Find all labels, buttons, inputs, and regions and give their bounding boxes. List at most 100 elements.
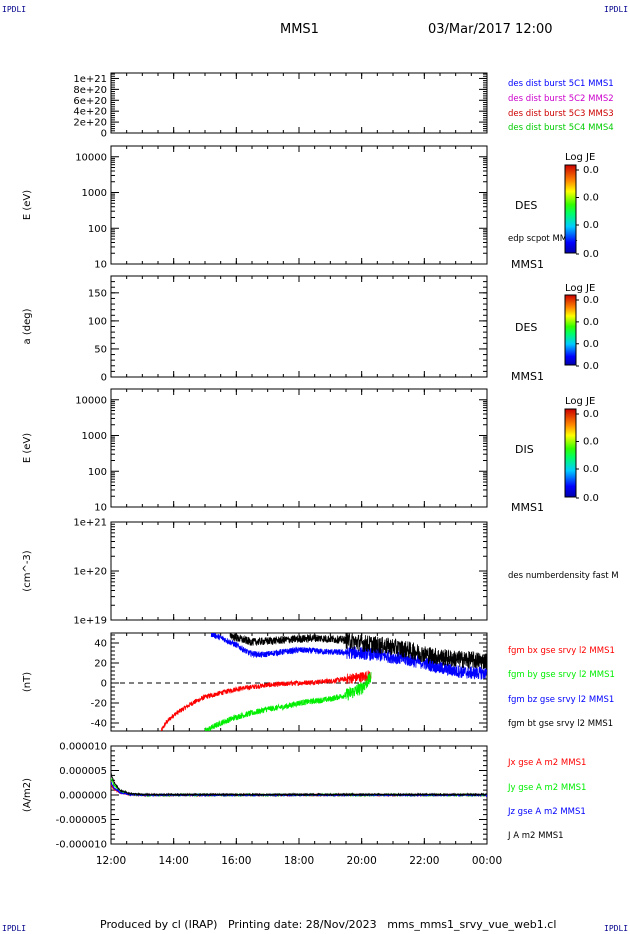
colorbar-label: 0.0: [583, 493, 599, 504]
legend-entry: fgm bt gse srvy l2 MMS1: [508, 719, 613, 729]
xtick-label: 22:00: [409, 855, 439, 867]
legend-entry: des dist burst 5C1 MMS1: [508, 79, 614, 89]
colorbar-label: 0.0: [583, 193, 599, 204]
ytick-label: 1e+20: [73, 567, 107, 578]
colorbar-label: 0.0: [583, 464, 599, 475]
legend-entry: fgm bx gse srvy l2 MMS1: [508, 646, 615, 656]
instrument-label: DIS: [515, 443, 534, 456]
ylabel: (cm^-3): [22, 550, 33, 591]
ytick-label: 6e+20: [73, 96, 107, 107]
ytick-label: 0.000010: [59, 742, 107, 753]
ytick-label: -0.000005: [56, 815, 107, 826]
ytick-label: 1000: [82, 431, 107, 442]
colorbar-label: 0.0: [583, 165, 599, 176]
colorbar-label: 0.0: [583, 295, 599, 306]
colorbar-label: 0.0: [583, 317, 599, 328]
series-bz: [210, 633, 487, 680]
colorbar-title: Log JE: [565, 396, 595, 407]
ytick-label: 10000: [75, 152, 107, 163]
ytick-label: 40: [94, 639, 107, 650]
panel-6: -40 -20 0 20 40 (nT) fgm bx gse srvy l2 MMS1 fg…: [22, 632, 615, 732]
panel-frame: [110, 521, 488, 621]
ytick-label: 1e+21: [73, 518, 107, 529]
spacecraft-label: MMS1: [511, 258, 544, 271]
legend-entry: des numberdensity fast M: [508, 571, 619, 581]
ytick-label: 100: [88, 224, 107, 235]
instrument-label: DES: [515, 199, 537, 212]
panel-frame: [110, 388, 488, 508]
colorbar-label: 0.0: [583, 361, 599, 372]
ytick-label: -20: [91, 699, 107, 710]
corner-mark-top-right: IPDLI: [604, 5, 629, 14]
xtick-label: 16:00: [221, 855, 251, 867]
ytick-label: 0.000000: [59, 791, 107, 802]
ylabel: E (eV): [22, 433, 33, 463]
colorbar-label: 0.0: [583, 339, 599, 350]
colorbar-label: 0.0: [583, 249, 599, 260]
ylabel: a (deg): [22, 308, 33, 344]
ytick-label: 0.000005: [59, 766, 107, 777]
xtick-label: 18:00: [284, 855, 314, 867]
spacecraft-title: MMS1: [280, 22, 319, 37]
legend-entry: des dist burst 5C4 MMS4: [508, 123, 614, 133]
series-by: [204, 672, 372, 731]
legend-entry: Jx gse A m2 MMS1: [507, 758, 586, 768]
ytick-label: 10000: [75, 395, 107, 406]
series-bx: [160, 670, 372, 731]
xtick-label: 14:00: [159, 855, 189, 867]
instrument-label: DES: [515, 321, 537, 334]
ytick-label: 0: [101, 129, 107, 140]
colorbar-title: Log JE: [565, 283, 595, 294]
ylabel: (nT): [22, 672, 33, 692]
colorbar: [564, 408, 577, 498]
xtick-label: 00:00: [472, 855, 502, 867]
series-jy: [111, 777, 487, 798]
spacecraft-label: MMS1: [511, 370, 544, 383]
xtick-label: 20:00: [347, 855, 377, 867]
ytick-label: 8e+20: [73, 85, 107, 96]
panel-5: 1e+19 1e+20 1e+21 (cm^-3) des numberdensity …: [22, 518, 619, 627]
ytick-label: 10: [94, 260, 107, 271]
legend-entry: fgm bz gse srvy l2 MMS1: [508, 695, 614, 705]
footer-printing: Printing date: 28/Nov/2023: [227, 918, 377, 931]
ytick-label: 1e+19: [73, 616, 107, 627]
panel-frame: [110, 145, 488, 265]
ytick-label: 2e+20: [73, 118, 107, 129]
corner-mark-top-left: IPDLI: [2, 5, 27, 14]
legend-entry: J A m2 MMS1: [507, 831, 564, 841]
colorbar-label: 0.0: [583, 409, 599, 420]
colorbar: [564, 294, 577, 366]
legend-entry: des dist burst 5C2 MMS2: [508, 94, 614, 104]
legend-entry: Jz gse A m2 MMS1: [507, 807, 586, 817]
colorbar-label: 0.0: [583, 437, 599, 448]
panel-7: -0.000010 -0.000005 0.000000 0.000005 0.0000…: [22, 742, 586, 851]
ytick-label: -40: [91, 719, 107, 730]
xtick-label: 12:00: [96, 855, 126, 867]
datetime-title: 03/Mar/2017 12:00: [428, 22, 553, 37]
legend-entry: fgm by gse srvy l2 MMS1: [508, 670, 615, 680]
footer-produced: Produced by cl (IRAP): [100, 918, 218, 931]
ytick-label: 20: [94, 659, 107, 670]
corner-mark-bottom-left: IPDLI: [2, 924, 27, 933]
overlay-label: edp scpot MMS1: [508, 234, 578, 244]
panel-frame: [110, 72, 488, 134]
ytick-label: -0.000010: [56, 840, 107, 851]
footer: Produced by cl (IRAP) Printing date: 28/…: [100, 918, 556, 931]
ylabel: (A/m2): [22, 778, 33, 812]
panel-4: 10 100 1000 10000 E (eV) DIS MMS1 Log JE 0.0 0.0 0…: [22, 388, 599, 514]
colorbar-title: Log JE: [565, 152, 595, 163]
ytick-label: 1000: [82, 188, 107, 199]
ytick-label: 1e+21: [73, 74, 107, 85]
legend-entry: Jy gse A m2 MMS1: [507, 783, 586, 793]
ytick-label: 10: [94, 503, 107, 514]
corner-mark-bottom-right: IPDLI: [604, 924, 629, 933]
colorbar: [564, 164, 577, 254]
ylabel: E (eV): [22, 190, 33, 220]
ytick-label: 50: [94, 344, 107, 355]
series-j: [111, 771, 487, 797]
ytick-label: 0: [101, 373, 107, 384]
ytick-label: 4e+20: [73, 107, 107, 118]
legend-entry: des dist burst 5C3 MMS3: [508, 109, 614, 119]
